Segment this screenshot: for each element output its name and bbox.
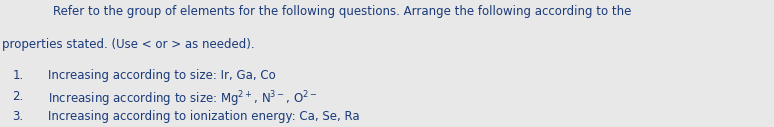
Text: Refer to the group of elements for the following questions. Arrange the followin: Refer to the group of elements for the f… [53,5,631,18]
Text: Increasing according to ionization energy: Ca, Se, Ra: Increasing according to ionization energ… [48,110,360,123]
Text: Increasing according to size: Ir, Ga, Co: Increasing according to size: Ir, Ga, Co [48,69,276,82]
Text: Increasing according to size: Mg$^{2+}$, N$^{3-}$, O$^{2-}$: Increasing according to size: Mg$^{2+}$,… [48,90,317,109]
Text: properties stated. (Use < or > as needed).: properties stated. (Use < or > as needed… [2,38,254,51]
Text: 3.: 3. [12,110,23,123]
Text: 1.: 1. [12,69,24,82]
Text: 2.: 2. [12,90,24,102]
